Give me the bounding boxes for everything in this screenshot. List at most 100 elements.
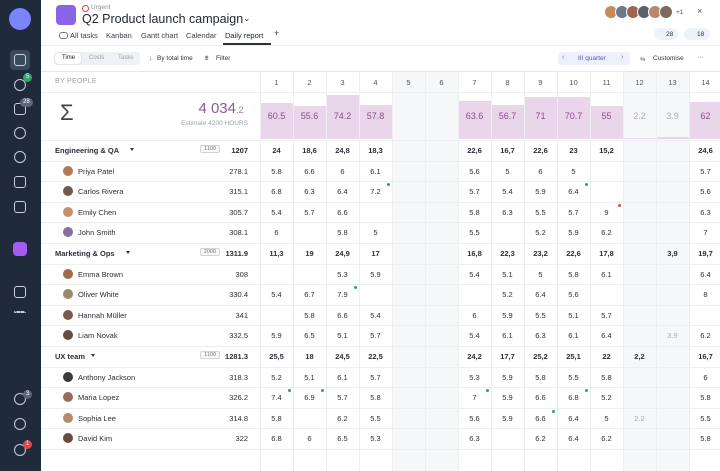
day-hours[interactable]: 5.6 — [568, 290, 579, 300]
group-name[interactable]: Engineering & QA — [55, 146, 120, 155]
day-hours[interactable]: 5.4 — [271, 290, 282, 300]
likes-pill[interactable] — [684, 28, 710, 40]
day-hours[interactable]: 5.2 — [502, 290, 513, 300]
day-hours[interactable]: 6 — [703, 372, 708, 382]
day-hours[interactable]: 5.8 — [568, 269, 579, 279]
day-hours[interactable]: 7.4 — [271, 393, 282, 403]
day-hours[interactable]: 5.5 — [568, 372, 579, 382]
day-hours[interactable]: 5.8 — [304, 310, 315, 320]
day-hours[interactable]: 5.9 — [271, 331, 282, 341]
day-hours[interactable]: 7.9 — [337, 290, 348, 300]
members[interactable] — [604, 5, 676, 20]
day-hours[interactable]: 5.6 — [469, 413, 480, 423]
person-name[interactable]: Anthony Jackson — [78, 372, 136, 382]
group-toggle[interactable] — [125, 251, 130, 254]
tab[interactable]: Kanban — [106, 31, 132, 40]
nav-chat[interactable] — [14, 151, 26, 163]
day-hours[interactable]: 5.7 — [337, 393, 348, 403]
day-hours[interactable]: 5.1 — [304, 372, 315, 382]
day-hours[interactable]: 5.8 — [700, 434, 711, 444]
day-hours[interactable]: 6.8 — [271, 187, 282, 197]
day-hours[interactable]: 5.9 — [502, 372, 513, 382]
day-hours[interactable]: 5.8 — [271, 413, 282, 423]
period-prev[interactable]: ‹ — [562, 54, 565, 61]
day-hours[interactable]: 6.1 — [601, 269, 612, 279]
customise-button[interactable]: Customise — [653, 55, 684, 62]
close-button[interactable]: × — [697, 6, 703, 16]
group-toggle[interactable] — [91, 354, 96, 357]
day-hours[interactable]: 7 — [472, 393, 477, 403]
day-hours[interactable]: 6.7 — [304, 290, 315, 300]
day-hours[interactable]: 5.4 — [271, 207, 282, 217]
day-hours[interactable]: 6.6 — [337, 310, 348, 320]
day-hours[interactable]: 6.6 — [535, 393, 546, 403]
day-hours[interactable]: 6.2 — [700, 331, 711, 341]
tab[interactable]: + — [274, 28, 280, 38]
period-next[interactable]: › — [621, 54, 624, 61]
nav-add[interactable] — [13, 242, 27, 256]
day-hours[interactable]: 5.5 — [535, 310, 546, 320]
mode-option[interactable]: Costs — [89, 55, 105, 61]
person-name[interactable]: Liam Novak — [78, 331, 118, 341]
day-hours[interactable]: 5.9 — [502, 393, 513, 403]
day-hours[interactable]: 5.5 — [370, 413, 381, 423]
day-hours[interactable]: 9 — [604, 207, 609, 217]
day-hours[interactable]: 5.4 — [469, 269, 480, 279]
day-hours[interactable]: 2.2 — [634, 413, 645, 423]
day-hours[interactable]: 5.8 — [469, 207, 480, 217]
day-hours[interactable]: 5.5 — [700, 413, 711, 423]
person-name[interactable]: Priya Patel — [78, 166, 115, 176]
day-hours[interactable]: 5.2 — [601, 393, 612, 403]
day-hours[interactable]: 6.4 — [601, 331, 612, 341]
day-hours[interactable]: 6.1 — [502, 331, 513, 341]
day-hours[interactable]: 5.7 — [568, 207, 579, 217]
day-hours[interactable]: 6.8 — [271, 434, 282, 444]
day-hours[interactable]: 5.5 — [469, 228, 480, 238]
day-hours[interactable]: 5.7 — [370, 331, 381, 341]
day-hours[interactable]: 5.1 — [502, 269, 513, 279]
day-hours[interactable]: 5.9 — [370, 269, 381, 279]
day-hours[interactable]: 6.2 — [337, 413, 348, 423]
day-hours[interactable]: 5.7 — [304, 207, 315, 217]
day-hours[interactable]: 6.4 — [700, 269, 711, 279]
nav-search[interactable] — [14, 127, 26, 139]
day-hours[interactable]: 5.7 — [370, 372, 381, 382]
mode-option[interactable]: Tasks — [118, 55, 134, 61]
day-hours[interactable]: 6.8 — [568, 393, 579, 403]
day-hours[interactable]: 5 — [373, 228, 378, 238]
day-hours[interactable]: 6.3 — [304, 187, 315, 197]
day-hours[interactable]: 6.4 — [568, 187, 579, 197]
day-hours[interactable]: 5.8 — [535, 372, 546, 382]
day-hours[interactable]: 5.7 — [469, 187, 480, 197]
mode-option[interactable]: Time — [62, 55, 76, 61]
nav-help[interactable] — [14, 444, 26, 456]
day-hours[interactable]: 5 — [538, 269, 543, 279]
day-hours[interactable]: 6.4 — [337, 187, 348, 197]
day-hours[interactable]: 6.1 — [568, 331, 579, 341]
member-avatar[interactable] — [659, 5, 673, 19]
group-name[interactable]: UX team — [55, 352, 86, 361]
day-hours[interactable]: 5.4 — [502, 187, 513, 197]
day-hours[interactable]: 5 — [604, 413, 609, 423]
nav-tasks[interactable] — [14, 79, 26, 91]
person-name[interactable]: Hannah Müller — [78, 310, 127, 320]
day-hours[interactable]: 6.4 — [568, 413, 579, 423]
day-hours[interactable]: 6.3 — [700, 207, 711, 217]
person-name[interactable]: Maria Lopez — [78, 393, 120, 403]
nav-table[interactable] — [14, 286, 26, 298]
day-hours[interactable]: 5 — [571, 166, 576, 176]
tab[interactable]: Daily report — [225, 31, 264, 40]
day-hours[interactable]: 5.2 — [271, 372, 282, 382]
day-hours[interactable]: 5.2 — [535, 228, 546, 238]
nav-more[interactable] — [14, 311, 26, 313]
day-hours[interactable]: 5.4 — [370, 310, 381, 320]
day-hours[interactable]: 5.8 — [271, 166, 282, 176]
sort-button[interactable]: By total time — [157, 55, 193, 62]
nav-profile[interactable] — [14, 418, 26, 430]
day-hours[interactable]: 5.9 — [535, 187, 546, 197]
tab[interactable]: Calendar — [186, 31, 217, 40]
day-hours[interactable]: 6.6 — [535, 413, 546, 423]
person-name[interactable]: Emma Brown — [78, 269, 124, 279]
tab[interactable]: Gantt chart — [141, 31, 179, 40]
day-hours[interactable]: 6.4 — [535, 290, 546, 300]
